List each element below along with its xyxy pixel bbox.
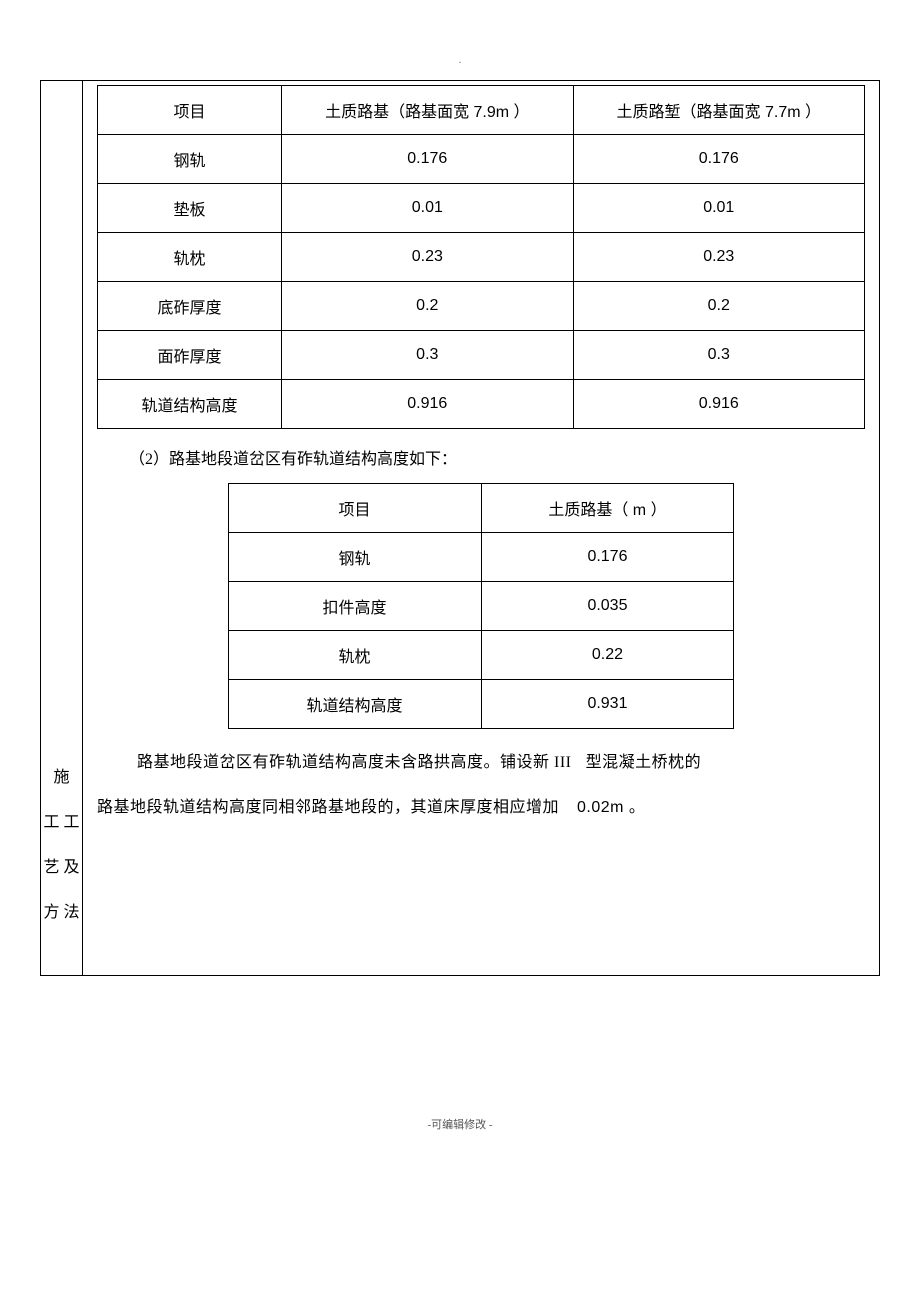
table-row: 钢轨 0.176 xyxy=(228,533,734,582)
table-row: 轨枕 0.22 xyxy=(228,631,734,680)
body-blank-3 xyxy=(97,921,865,966)
body-line-2: 路基地段轨道结构高度同相邻路基地段的，其道床厚度相应增加 0.02m 。 xyxy=(97,786,865,831)
cell-value-text: 0.176 xyxy=(699,150,739,167)
cell-value: 0.176 xyxy=(481,533,734,582)
cell-value: 0.2 xyxy=(573,282,864,331)
cell-value: 0.176 xyxy=(573,135,864,184)
cell-label: 轨枕 xyxy=(228,631,481,680)
body-line-2a: 路基地段轨道结构高度同相邻路基地段的，其道床厚度相应增加 xyxy=(97,799,559,816)
cell-value: 0.916 xyxy=(573,380,864,429)
cell-value-text: 0.3 xyxy=(416,346,438,363)
cell-value-text: 0.3 xyxy=(708,346,730,363)
body-line-1b: 型混凝土桥枕的 xyxy=(576,754,701,771)
table-row: 轨道结构高度 0.916 0.916 xyxy=(98,380,865,429)
cell-value: 0.01 xyxy=(573,184,864,233)
cell-value: 0.2 xyxy=(282,282,573,331)
cell-value: 0.176 xyxy=(282,135,573,184)
cell-value-text: 0.2 xyxy=(708,297,730,314)
cell-value-text: 0.01 xyxy=(703,199,734,216)
cell-label: 钢轨 xyxy=(228,533,481,582)
left-label-char-4: 艺 xyxy=(43,859,59,876)
body-blank-1 xyxy=(97,831,865,876)
body-line-1: 路基地段道岔区有砟轨道结构高度未含路拱高度。铺设新 III 型混凝土桥枕的 xyxy=(97,741,865,786)
cell-value-text: 0.035 xyxy=(587,597,627,614)
body-line-1a: 路基地段道岔区有砟轨道结构高度未含路拱高度。铺设新 III xyxy=(137,754,576,771)
top-dot: . xyxy=(0,55,920,66)
cell-value: 0.931 xyxy=(481,680,734,729)
cell-value-text: 0.916 xyxy=(407,395,447,412)
table2-header-1-text: 土质路基（ m ） xyxy=(548,502,666,519)
left-column: 施 工 工 艺 及 方 法 xyxy=(41,81,83,975)
table-1: 项目 土质路基（路基面宽 7.9m ） 土质路堑（路基面宽 7.7m ） 钢轨 … xyxy=(97,85,865,429)
table-row: 钢轨 0.176 0.176 xyxy=(98,135,865,184)
cell-value: 0.22 xyxy=(481,631,734,680)
table1-header-1: 土质路基（路基面宽 7.9m ） xyxy=(282,86,573,135)
body-line-2b: 0.02m 。 xyxy=(577,799,645,816)
content-frame: 施 工 工 艺 及 方 法 项目 土质路基（路基面宽 7.9m ） 土 xyxy=(40,80,880,976)
footer: -可编辑修改 - xyxy=(40,1116,880,1132)
table1-wrap: 项目 土质路基（路基面宽 7.9m ） 土质路堑（路基面宽 7.7m ） 钢轨 … xyxy=(83,81,879,435)
cell-value: 0.035 xyxy=(481,582,734,631)
table-row: 轨道结构高度 0.931 xyxy=(228,680,734,729)
body-blank-2 xyxy=(97,876,865,921)
cell-value-text: 0.01 xyxy=(412,199,443,216)
paragraph-1: （2）路基地段道岔区有砟轨道结构高度如下： xyxy=(83,435,879,479)
cell-label: 轨道结构高度 xyxy=(98,380,282,429)
table1-header-0: 项目 xyxy=(98,86,282,135)
body-text: 路基地段道岔区有砟轨道结构高度未含路拱高度。铺设新 III 型混凝土桥枕的 路基… xyxy=(83,735,879,975)
cell-value: 0.3 xyxy=(573,331,864,380)
table2-wrap: 项目 土质路基（ m ） 钢轨 0.176 扣件高度 0.035 轨枕 0.22 xyxy=(83,479,879,735)
cell-label: 轨枕 xyxy=(98,233,282,282)
cell-label: 垫板 xyxy=(98,184,282,233)
table-row: 垫板 0.01 0.01 xyxy=(98,184,865,233)
cell-value-text: 0.22 xyxy=(592,646,623,663)
left-label-char-3: 工 xyxy=(64,814,80,831)
table2-header-1: 土质路基（ m ） xyxy=(481,484,734,533)
table-row: 底砟厚度 0.2 0.2 xyxy=(98,282,865,331)
table-row: 项目 土质路基（路基面宽 7.9m ） 土质路堑（路基面宽 7.7m ） xyxy=(98,86,865,135)
cell-value: 0.23 xyxy=(282,233,573,282)
cell-label: 扣件高度 xyxy=(228,582,481,631)
cell-value-text: 0.176 xyxy=(407,150,447,167)
cell-value-text: 0.23 xyxy=(412,248,443,265)
table1-header-2-text: 土质路堑（路基面宽 7.7m ） xyxy=(617,104,821,121)
right-column: 项目 土质路基（路基面宽 7.9m ） 土质路堑（路基面宽 7.7m ） 钢轨 … xyxy=(83,81,879,975)
cell-value-text: 0.931 xyxy=(587,695,627,712)
left-label-char-7: 法 xyxy=(64,904,80,921)
left-label-char-5: 及 xyxy=(64,859,80,876)
cell-value-text: 0.23 xyxy=(703,248,734,265)
table-row: 项目 土质路基（ m ） xyxy=(228,484,734,533)
left-column-label: 施 工 工 艺 及 方 法 xyxy=(43,756,79,935)
table2-header-0: 项目 xyxy=(228,484,481,533)
cell-value-text: 0.2 xyxy=(416,297,438,314)
cell-label: 钢轨 xyxy=(98,135,282,184)
table-row: 面砟厚度 0.3 0.3 xyxy=(98,331,865,380)
table-row: 轨枕 0.23 0.23 xyxy=(98,233,865,282)
cell-label: 面砟厚度 xyxy=(98,331,282,380)
page: . 施 工 工 艺 及 方 法 项目 土质路基 xyxy=(0,0,920,1172)
cell-value-text: 0.916 xyxy=(699,395,739,412)
cell-value: 0.3 xyxy=(282,331,573,380)
cell-value: 0.23 xyxy=(573,233,864,282)
left-label-char-1: 施 xyxy=(53,769,69,786)
cell-label: 轨道结构高度 xyxy=(228,680,481,729)
cell-value: 0.916 xyxy=(282,380,573,429)
table-2: 项目 土质路基（ m ） 钢轨 0.176 扣件高度 0.035 轨枕 0.22 xyxy=(228,483,735,729)
table1-header-2: 土质路堑（路基面宽 7.7m ） xyxy=(573,86,864,135)
cell-value-text: 0.176 xyxy=(587,548,627,565)
left-label-char-6: 方 xyxy=(43,904,59,921)
left-label-char-2: 工 xyxy=(43,814,59,831)
table-row: 扣件高度 0.035 xyxy=(228,582,734,631)
cell-value: 0.01 xyxy=(282,184,573,233)
table1-header-1-text: 土质路基（路基面宽 7.9m ） xyxy=(325,104,529,121)
cell-label: 底砟厚度 xyxy=(98,282,282,331)
